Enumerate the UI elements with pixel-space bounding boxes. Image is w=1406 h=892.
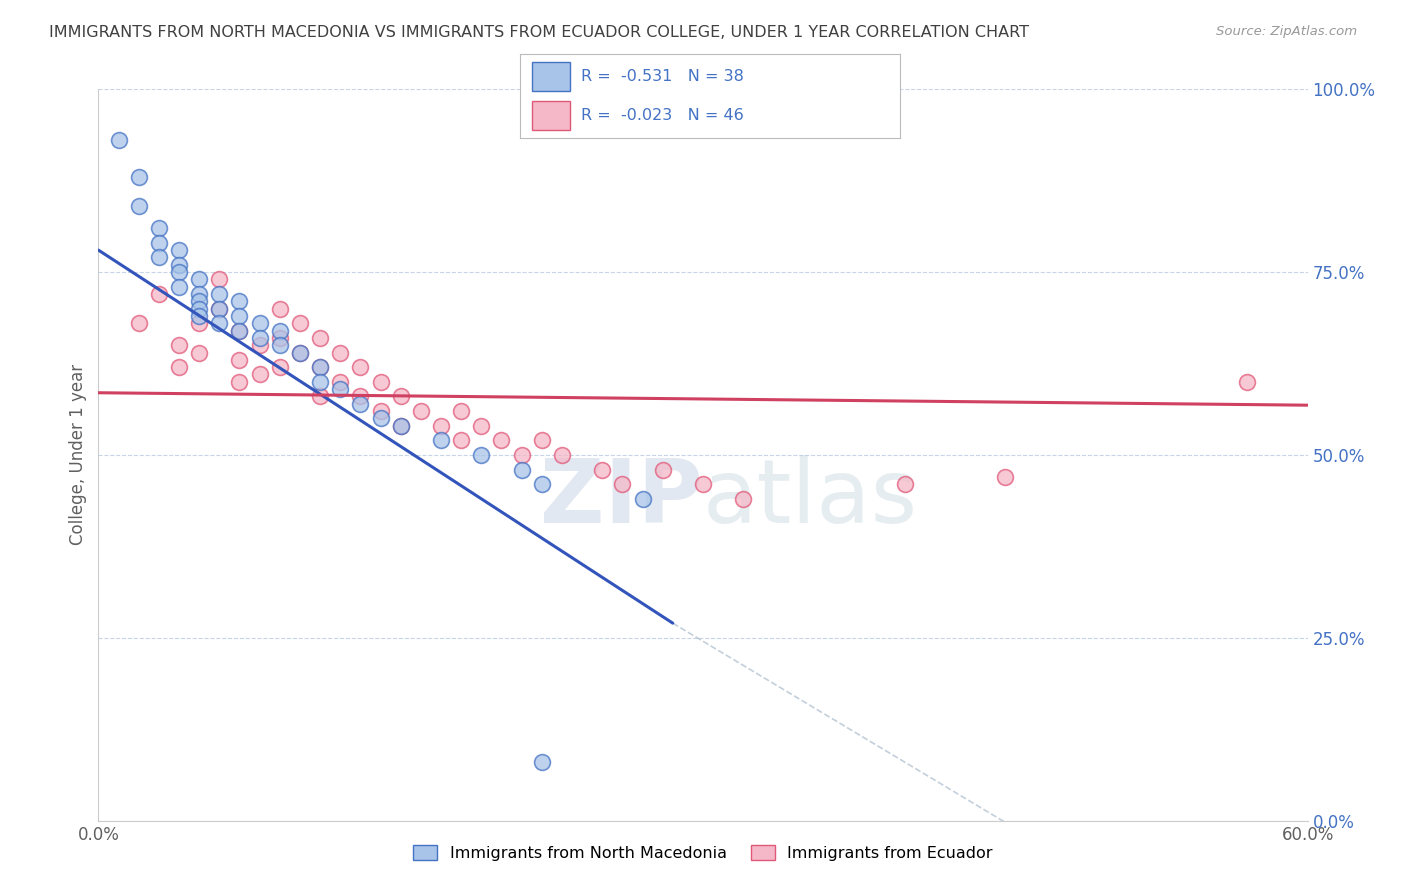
Point (309, 389, 332, 403)
Point (349, 389, 371, 403)
Point (167, 258, 190, 272)
Point (430, 434, 453, 448)
Point (148, 235, 170, 250)
Point (309, 375, 332, 389)
Point (530, 477, 553, 491)
Point (228, 309, 250, 323)
Point (148, 287, 170, 301)
Point (631, 491, 654, 506)
Point (249, 316, 271, 330)
Point (167, 243, 190, 257)
Point (269, 324, 291, 338)
Text: ZIP: ZIP (540, 455, 703, 542)
Point (188, 272, 211, 286)
Point (167, 338, 190, 352)
Point (370, 411, 392, 425)
Y-axis label: College, Under 1 year: College, Under 1 year (69, 364, 87, 546)
Text: IMMIGRANTS FROM NORTH MACEDONIA VS IMMIGRANTS FROM ECUADOR COLLEGE, UNDER 1 YEAR: IMMIGRANTS FROM NORTH MACEDONIA VS IMMIG… (49, 25, 1029, 40)
Point (692, 477, 714, 491)
Point (167, 265, 190, 279)
Point (288, 316, 311, 330)
Point (491, 434, 513, 448)
Text: atlas: atlas (703, 455, 918, 542)
Text: R =  -0.023   N = 46: R = -0.023 N = 46 (581, 108, 744, 123)
Point (167, 360, 190, 375)
Point (208, 316, 231, 330)
Point (107, 133, 129, 147)
Point (208, 287, 231, 301)
Legend: Immigrants from North Macedonia, Immigrants from Ecuador: Immigrants from North Macedonia, Immigra… (406, 838, 1000, 868)
Point (148, 251, 170, 265)
Point (389, 389, 412, 403)
Point (530, 755, 553, 769)
Point (228, 324, 250, 338)
Point (733, 491, 755, 506)
Point (994, 470, 1017, 484)
Point (148, 221, 170, 235)
Point (128, 316, 150, 330)
Point (510, 448, 533, 462)
Point (370, 404, 392, 418)
Point (269, 301, 291, 316)
Point (269, 360, 291, 375)
Point (309, 331, 332, 345)
Point (208, 272, 231, 286)
Point (249, 331, 271, 345)
Point (349, 397, 371, 411)
Point (228, 375, 250, 389)
Point (430, 418, 453, 433)
Point (651, 462, 673, 476)
Point (551, 448, 574, 462)
Point (188, 294, 211, 309)
Point (329, 382, 352, 396)
Point (228, 324, 250, 338)
Point (510, 462, 533, 476)
Point (409, 404, 432, 418)
Point (249, 338, 271, 352)
Point (269, 331, 291, 345)
Bar (531, 62, 569, 91)
Point (188, 316, 211, 330)
Point (389, 418, 412, 433)
Point (1236, 375, 1258, 389)
Point (893, 477, 915, 491)
Point (269, 338, 291, 352)
Point (228, 352, 250, 367)
Point (470, 448, 492, 462)
Point (530, 434, 553, 448)
Point (208, 301, 231, 316)
Point (249, 368, 271, 382)
Point (389, 418, 412, 433)
Point (188, 345, 211, 359)
Point (329, 375, 352, 389)
Point (591, 462, 613, 476)
Text: Source: ZipAtlas.com: Source: ZipAtlas.com (1216, 25, 1357, 38)
Point (128, 199, 150, 213)
Point (450, 434, 472, 448)
Point (228, 294, 250, 309)
Point (188, 287, 211, 301)
Point (188, 301, 211, 316)
Point (288, 345, 311, 359)
Point (128, 169, 150, 184)
Point (470, 418, 492, 433)
Point (309, 360, 332, 375)
Point (188, 309, 211, 323)
Point (349, 360, 371, 375)
Point (167, 279, 190, 293)
Text: R =  -0.531   N = 38: R = -0.531 N = 38 (581, 69, 744, 84)
Point (370, 375, 392, 389)
Point (208, 301, 231, 316)
Point (450, 404, 472, 418)
Point (612, 477, 634, 491)
Point (329, 345, 352, 359)
Point (288, 345, 311, 359)
Bar (531, 101, 569, 130)
Point (309, 360, 332, 375)
